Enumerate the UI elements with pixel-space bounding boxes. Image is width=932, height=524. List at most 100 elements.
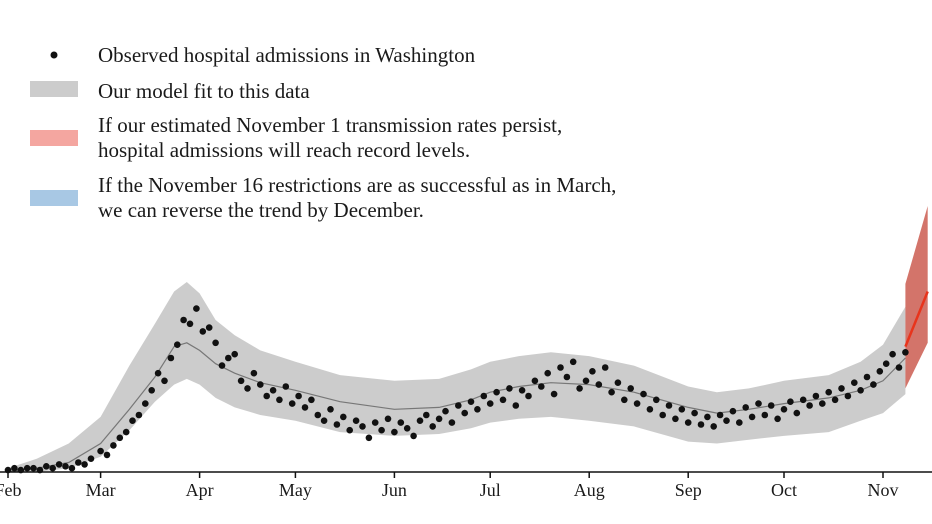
legend-model-patch [30,81,78,97]
observed-point [269,387,277,394]
observed-point [608,388,615,396]
observed-point [889,350,896,358]
observed-point [110,442,117,449]
observed-point [793,409,801,417]
observed-point [589,368,596,375]
observed-point [448,419,456,426]
observed-point [62,463,69,470]
observed-point [461,409,469,417]
observed-point [340,413,347,421]
observed-point [403,425,411,432]
observed-point [863,373,871,381]
observed-point [212,339,219,347]
observed-point [806,402,813,409]
observed-point [787,398,794,406]
observed-point [23,464,31,472]
observed-point [423,411,430,419]
observed-point [30,464,37,472]
observed-point [391,428,398,436]
plot-area [4,206,929,474]
observed-point [333,421,341,428]
observed-point [518,387,526,394]
observed-point [435,415,443,423]
observed-point [87,455,95,463]
observed-point [684,419,692,426]
observed-point [895,364,903,371]
observed-point [544,369,551,377]
observed-point [512,402,520,409]
observed-point [723,417,730,425]
observed-point [225,354,232,362]
observed-point [569,358,577,366]
observed-point [665,402,673,409]
observed-point [116,434,124,442]
observed-point [704,413,711,421]
observed-point [525,392,532,400]
observed-point [148,387,155,394]
projection-persist-band [905,206,928,389]
x-tick-label: May [279,480,312,500]
observed-point [678,406,686,413]
observed-point [736,419,743,426]
observed-point [129,417,136,425]
observed-point [199,328,207,335]
observed-point [486,400,494,407]
observed-point [384,415,392,423]
observed-point [825,388,832,396]
observed-point [640,390,647,398]
observed-point [81,461,88,468]
observed-point [455,402,462,409]
observed-point [538,383,545,390]
observed-point [493,388,500,396]
observed-point [614,379,622,387]
observed-point [218,362,226,369]
legend-persist-patch [30,130,78,146]
observed-point [812,392,820,400]
observed-point [742,404,749,411]
observed-point [882,360,890,368]
observed-point [870,381,877,388]
observed-point [161,377,168,385]
observed-point [410,432,417,440]
x-tick-label: Jul [480,480,501,500]
observed-point [659,411,666,419]
observed-point [122,428,130,436]
observed-point [831,396,839,404]
observed-point [359,423,366,430]
observed-point [729,407,737,415]
observed-point [851,379,858,387]
observed-point [231,350,238,358]
observed-point [180,316,187,324]
observed-point [557,364,564,371]
observed-point [288,400,296,407]
observed-point [276,396,283,404]
legend-model-label: Our model fit to this data [98,79,310,103]
observed-point [429,423,437,430]
observed-point [563,373,571,381]
observed-point [844,392,852,400]
legend: Observed hospital admissions in Washingt… [30,43,616,222]
observed-point [257,381,264,388]
observed-point [876,368,884,375]
observed-point [11,464,18,472]
observed-point [499,396,507,404]
observed-point [755,400,762,407]
observed-point [263,392,271,400]
x-tick-label: Feb [0,480,22,500]
observed-point [250,369,258,377]
observed-point [672,415,679,423]
observed-point [378,426,385,434]
observed-point [595,381,603,388]
projection-persist-line [904,291,929,348]
model-fit-band [8,282,906,472]
observed-point [480,392,488,400]
observed-point [767,402,775,409]
observed-point [371,419,379,426]
observed-point [142,400,149,407]
observed-point [761,411,769,419]
x-axis: Feb Mar Apr May Jun Jul Aug Sep Oct Nov [0,471,932,500]
observed-point [282,383,290,390]
observed-point [582,377,590,385]
observed-point [716,411,724,419]
